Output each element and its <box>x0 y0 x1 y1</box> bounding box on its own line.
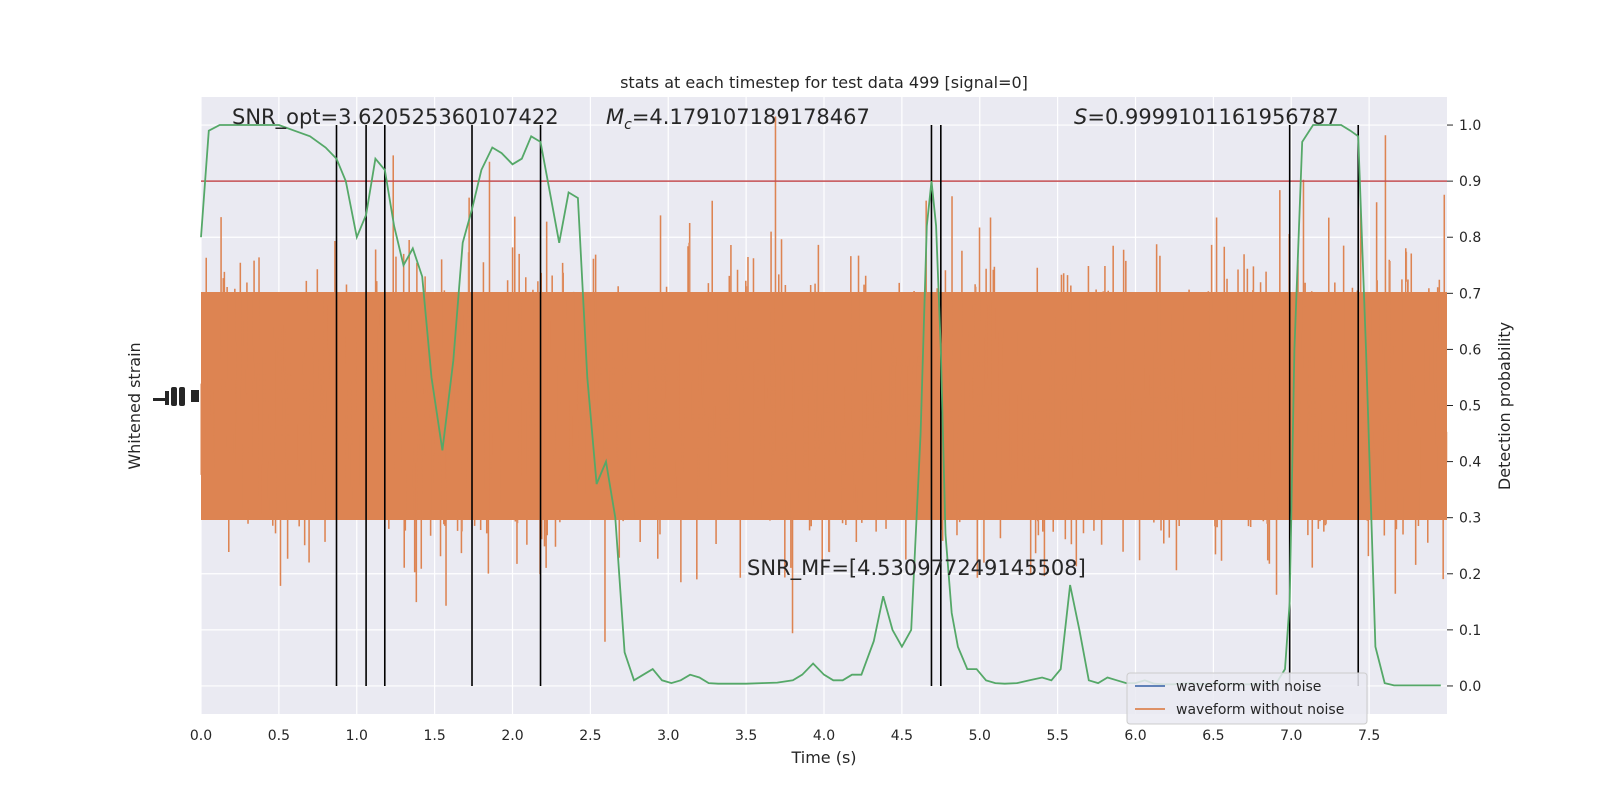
y-tick-label: 0.7 <box>1459 286 1481 302</box>
x-tick-label: 5.5 <box>1046 728 1068 744</box>
y-tick-label: 0.2 <box>1459 567 1481 583</box>
y-tick-label: 0.0 <box>1459 679 1481 695</box>
y-tick-label: 1.0 <box>1459 118 1481 134</box>
x-tick-label: 4.0 <box>813 728 835 744</box>
y-tick-label: 0.6 <box>1459 342 1481 358</box>
y-tick-label: 0.8 <box>1459 230 1481 246</box>
x-tick-label: 4.5 <box>891 728 913 744</box>
legend-label-without-noise: waveform without noise <box>1176 702 1344 718</box>
chart-title: stats at each timestep for test data 499… <box>620 73 1028 92</box>
x-tick-label: 5.0 <box>969 728 991 744</box>
x-tick-label: 7.5 <box>1358 728 1380 744</box>
x-tick-label: 2.0 <box>501 728 523 744</box>
x-tick-label: 3.0 <box>657 728 679 744</box>
y-axis-left-label: Whitened strain <box>125 342 144 469</box>
x-tick-label: 2.5 <box>579 728 601 744</box>
x-axis-label: Time (s) <box>790 748 856 767</box>
legend-label-with-noise: waveform with noise <box>1176 679 1321 695</box>
x-tick-label: 7.0 <box>1280 728 1302 744</box>
x-axis-ticks: 0.0 0.5 1.0 1.5 2.0 2.5 3.0 3.5 4.0 4.5 5.0 5.5 6.0 6… <box>190 728 1380 744</box>
y-tick-label: 0.5 <box>1459 399 1481 415</box>
y-axis-right-ticks: 0.0 0.1 0.2 0.3 0.4 0.5 0.6 0.7 0.8 0.9 1.0 <box>1447 118 1481 695</box>
x-tick-label: 3.5 <box>735 728 757 744</box>
x-tick-label: 6.0 <box>1124 728 1146 744</box>
x-tick-label: 0.5 <box>268 728 290 744</box>
y-tick-label: 0.3 <box>1459 511 1481 527</box>
x-tick-label: 1.0 <box>346 728 368 744</box>
x-tick-label: 1.5 <box>423 728 445 744</box>
y-tick-label: 0.4 <box>1459 455 1481 471</box>
left-axis-tick-stub <box>153 387 199 406</box>
legend-box <box>1126 672 1368 725</box>
y-axis-right-label: Detection probability <box>1495 322 1514 490</box>
legend: waveform with noise waveform without noi… <box>1126 672 1368 725</box>
y-tick-label: 0.1 <box>1459 623 1481 639</box>
x-tick-label: 0.0 <box>190 728 212 744</box>
s-annotation: S=0.9999101161956787 <box>1074 105 1339 129</box>
noise-strain-path <box>200 116 1448 642</box>
waveform-without-noise-series <box>200 116 1448 642</box>
snr-mf-annotation: SNR_MF=[4.530977249145508] <box>747 556 1086 581</box>
chirp-mass-annotation: Mc=4.179107189178467 <box>606 105 870 133</box>
x-tick-label: 6.5 <box>1202 728 1224 744</box>
y-tick-label: 0.9 <box>1459 174 1481 190</box>
snr-opt-annotation: SNR_opt=3.620525360107422 <box>232 105 559 130</box>
